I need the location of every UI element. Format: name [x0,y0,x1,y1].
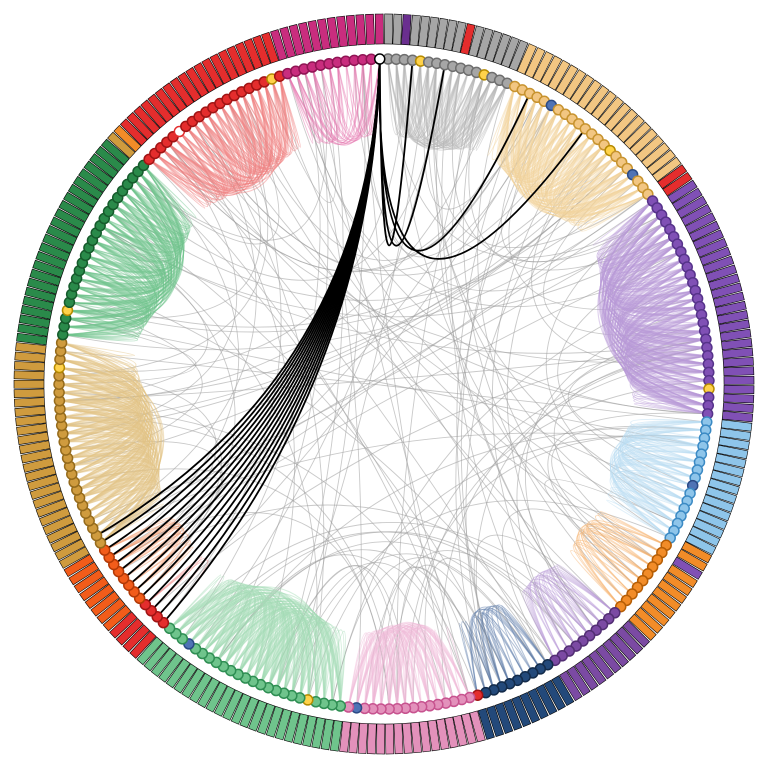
outer-tick [14,361,44,370]
outer-tick [14,398,44,408]
outer-tick [385,724,393,754]
outer-tick [394,724,403,754]
circular-network-diagram [0,0,768,769]
outer-tick [401,14,411,44]
outer-tick [402,723,412,753]
outer-tick [15,352,46,362]
outer-tick [14,380,44,388]
outer-tick [367,724,376,754]
outer-tick [724,394,754,403]
outer-tick [15,406,46,416]
outer-tick [724,367,754,376]
outer-tick [358,723,368,753]
outer-tick [384,14,392,44]
outer-tick [14,371,44,380]
outer-tick [377,724,385,754]
outer-tick [356,15,366,45]
outer-tick [723,403,753,413]
node-dot [375,54,385,64]
outer-tick [365,14,374,44]
outer-tick [346,15,357,46]
outer-tick [724,376,754,384]
outer-tick [723,357,753,367]
outer-tick [375,14,383,44]
outer-tick [393,14,402,44]
outer-tick [724,385,754,393]
outer-tick [14,389,44,398]
